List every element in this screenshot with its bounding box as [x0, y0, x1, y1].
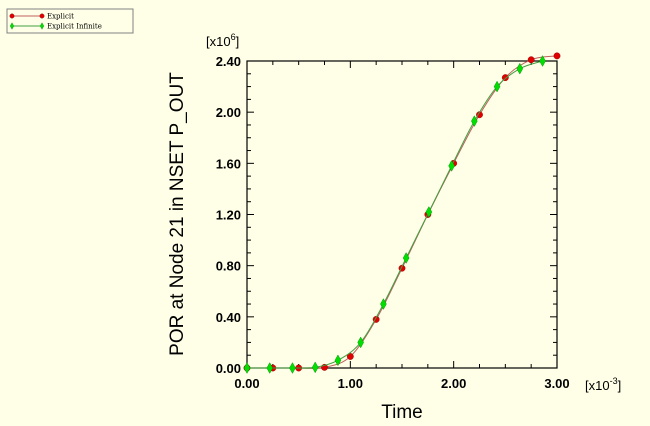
y-exponent-power: 6 [231, 32, 236, 42]
x-exponent-label: [x10-3] [585, 376, 621, 393]
y-exponent-close: ] [236, 34, 240, 49]
legend-marker [39, 22, 45, 30]
y-tick-label: 0.00 [216, 361, 241, 376]
series-line [247, 55, 558, 369]
data-point [311, 361, 319, 374]
data-point [334, 354, 342, 367]
series-layer [243, 52, 561, 374]
data-point [553, 52, 561, 60]
y-exponent-base: [x10 [206, 34, 231, 49]
data-point [493, 80, 501, 93]
x-exponent-close: ] [618, 378, 622, 393]
y-tick-label: 1.20 [216, 208, 241, 223]
data-point [425, 206, 433, 218]
y-tick-label: 2.40 [216, 54, 241, 69]
y-tick-label: 1.60 [216, 156, 241, 171]
y-tick-label: 2.00 [216, 105, 241, 120]
x-tick-label: 0.00 [234, 376, 259, 391]
y-tick-label: 0.80 [216, 259, 241, 274]
data-point [243, 362, 251, 374]
plot-frame [246, 60, 558, 369]
series-line [247, 60, 543, 369]
data-point [448, 160, 455, 172]
legend-label: Explicit [47, 13, 74, 21]
tick-labels: 0.00 1.00 2.00 3.00 0.00 0.40 0.80 1.20 1.60 2.00… [216, 54, 570, 391]
data-point [289, 362, 296, 374]
data-point [402, 252, 410, 264]
data-point [346, 353, 354, 360]
data-point [501, 74, 509, 82]
data-point [266, 362, 273, 374]
data-point [380, 298, 387, 310]
series-circle [243, 52, 561, 372]
legend-label: Explicit Infinite [47, 23, 102, 31]
data-point [539, 55, 546, 67]
y-tick-label: 0.40 [216, 310, 241, 325]
x-tick-label: 3.00 [544, 376, 569, 391]
legend-marker [39, 13, 45, 19]
x-exponent-base: [x10 [585, 378, 610, 393]
data-point [471, 115, 478, 127]
y-exponent-label: [x106] [206, 32, 239, 49]
legend-item: Explicit [9, 13, 74, 21]
legend: Explicit Explicit Infinite [6, 8, 134, 34]
legend-item: Explicit Infinite [9, 22, 102, 31]
data-point [527, 56, 535, 64]
legend-marker [9, 13, 15, 19]
legend-marker [9, 22, 15, 30]
x-exponent-power: -3 [610, 376, 618, 386]
x-axis-title: Time [381, 402, 423, 423]
y-axis-title: POR at Node 21 in NSET P_OUT [167, 72, 188, 356]
axis-ticks [246, 60, 558, 369]
data-point [357, 336, 364, 349]
data-point [516, 62, 524, 75]
x-tick-label: 2.00 [441, 376, 466, 391]
x-tick-label: 1.00 [338, 376, 363, 391]
legend-box [6, 8, 134, 34]
series-diamond [243, 55, 546, 374]
